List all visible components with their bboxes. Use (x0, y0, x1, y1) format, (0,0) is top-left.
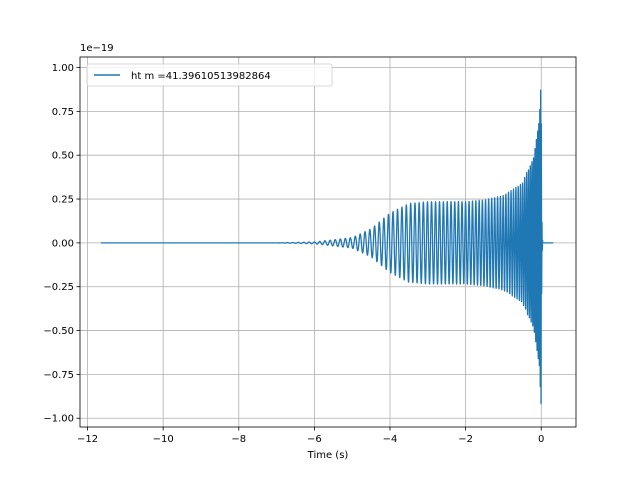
x-tick-label: 0 (538, 434, 544, 445)
y-tick-label: 0.75 (52, 107, 74, 118)
y-tick-label: 0.25 (52, 195, 74, 206)
series-line (100, 89, 554, 405)
y-axis-ticks: −1.00 −0.75 −0.50 −0.25 0.00 0.25 0.50 0.75 1.00 (43, 63, 80, 425)
x-tick-label: −4 (383, 434, 398, 445)
y-tick-label: −0.50 (43, 326, 74, 337)
y-tick-label: 0.00 (52, 238, 74, 249)
y-axis-offset-label: 1e−19 (80, 43, 114, 54)
legend-entry-label: ht m =41.39610513982864 (131, 71, 271, 82)
y-tick-label: −0.75 (43, 370, 74, 381)
axes-frame (79, 56, 577, 428)
y-tick-label: −0.25 (43, 282, 74, 293)
x-tick-label: −6 (307, 434, 322, 445)
y-tick-label: 0.50 (52, 151, 74, 162)
y-tick-label: −1.00 (43, 414, 74, 425)
x-tick-label: −8 (231, 434, 246, 445)
x-axis-label: Time (s) (307, 450, 349, 461)
x-tick-label: −10 (153, 434, 174, 445)
series-layer (100, 89, 554, 405)
x-tick-label: −2 (458, 434, 473, 445)
y-tick-label: 1.00 (52, 63, 74, 74)
legend: ht m =41.39610513982864 (86, 63, 333, 87)
legend-box (86, 63, 333, 87)
x-axis-ticks: −12 −10 −8 −6 −4 −2 0 (77, 427, 544, 445)
x-tick-label: −12 (77, 434, 98, 445)
